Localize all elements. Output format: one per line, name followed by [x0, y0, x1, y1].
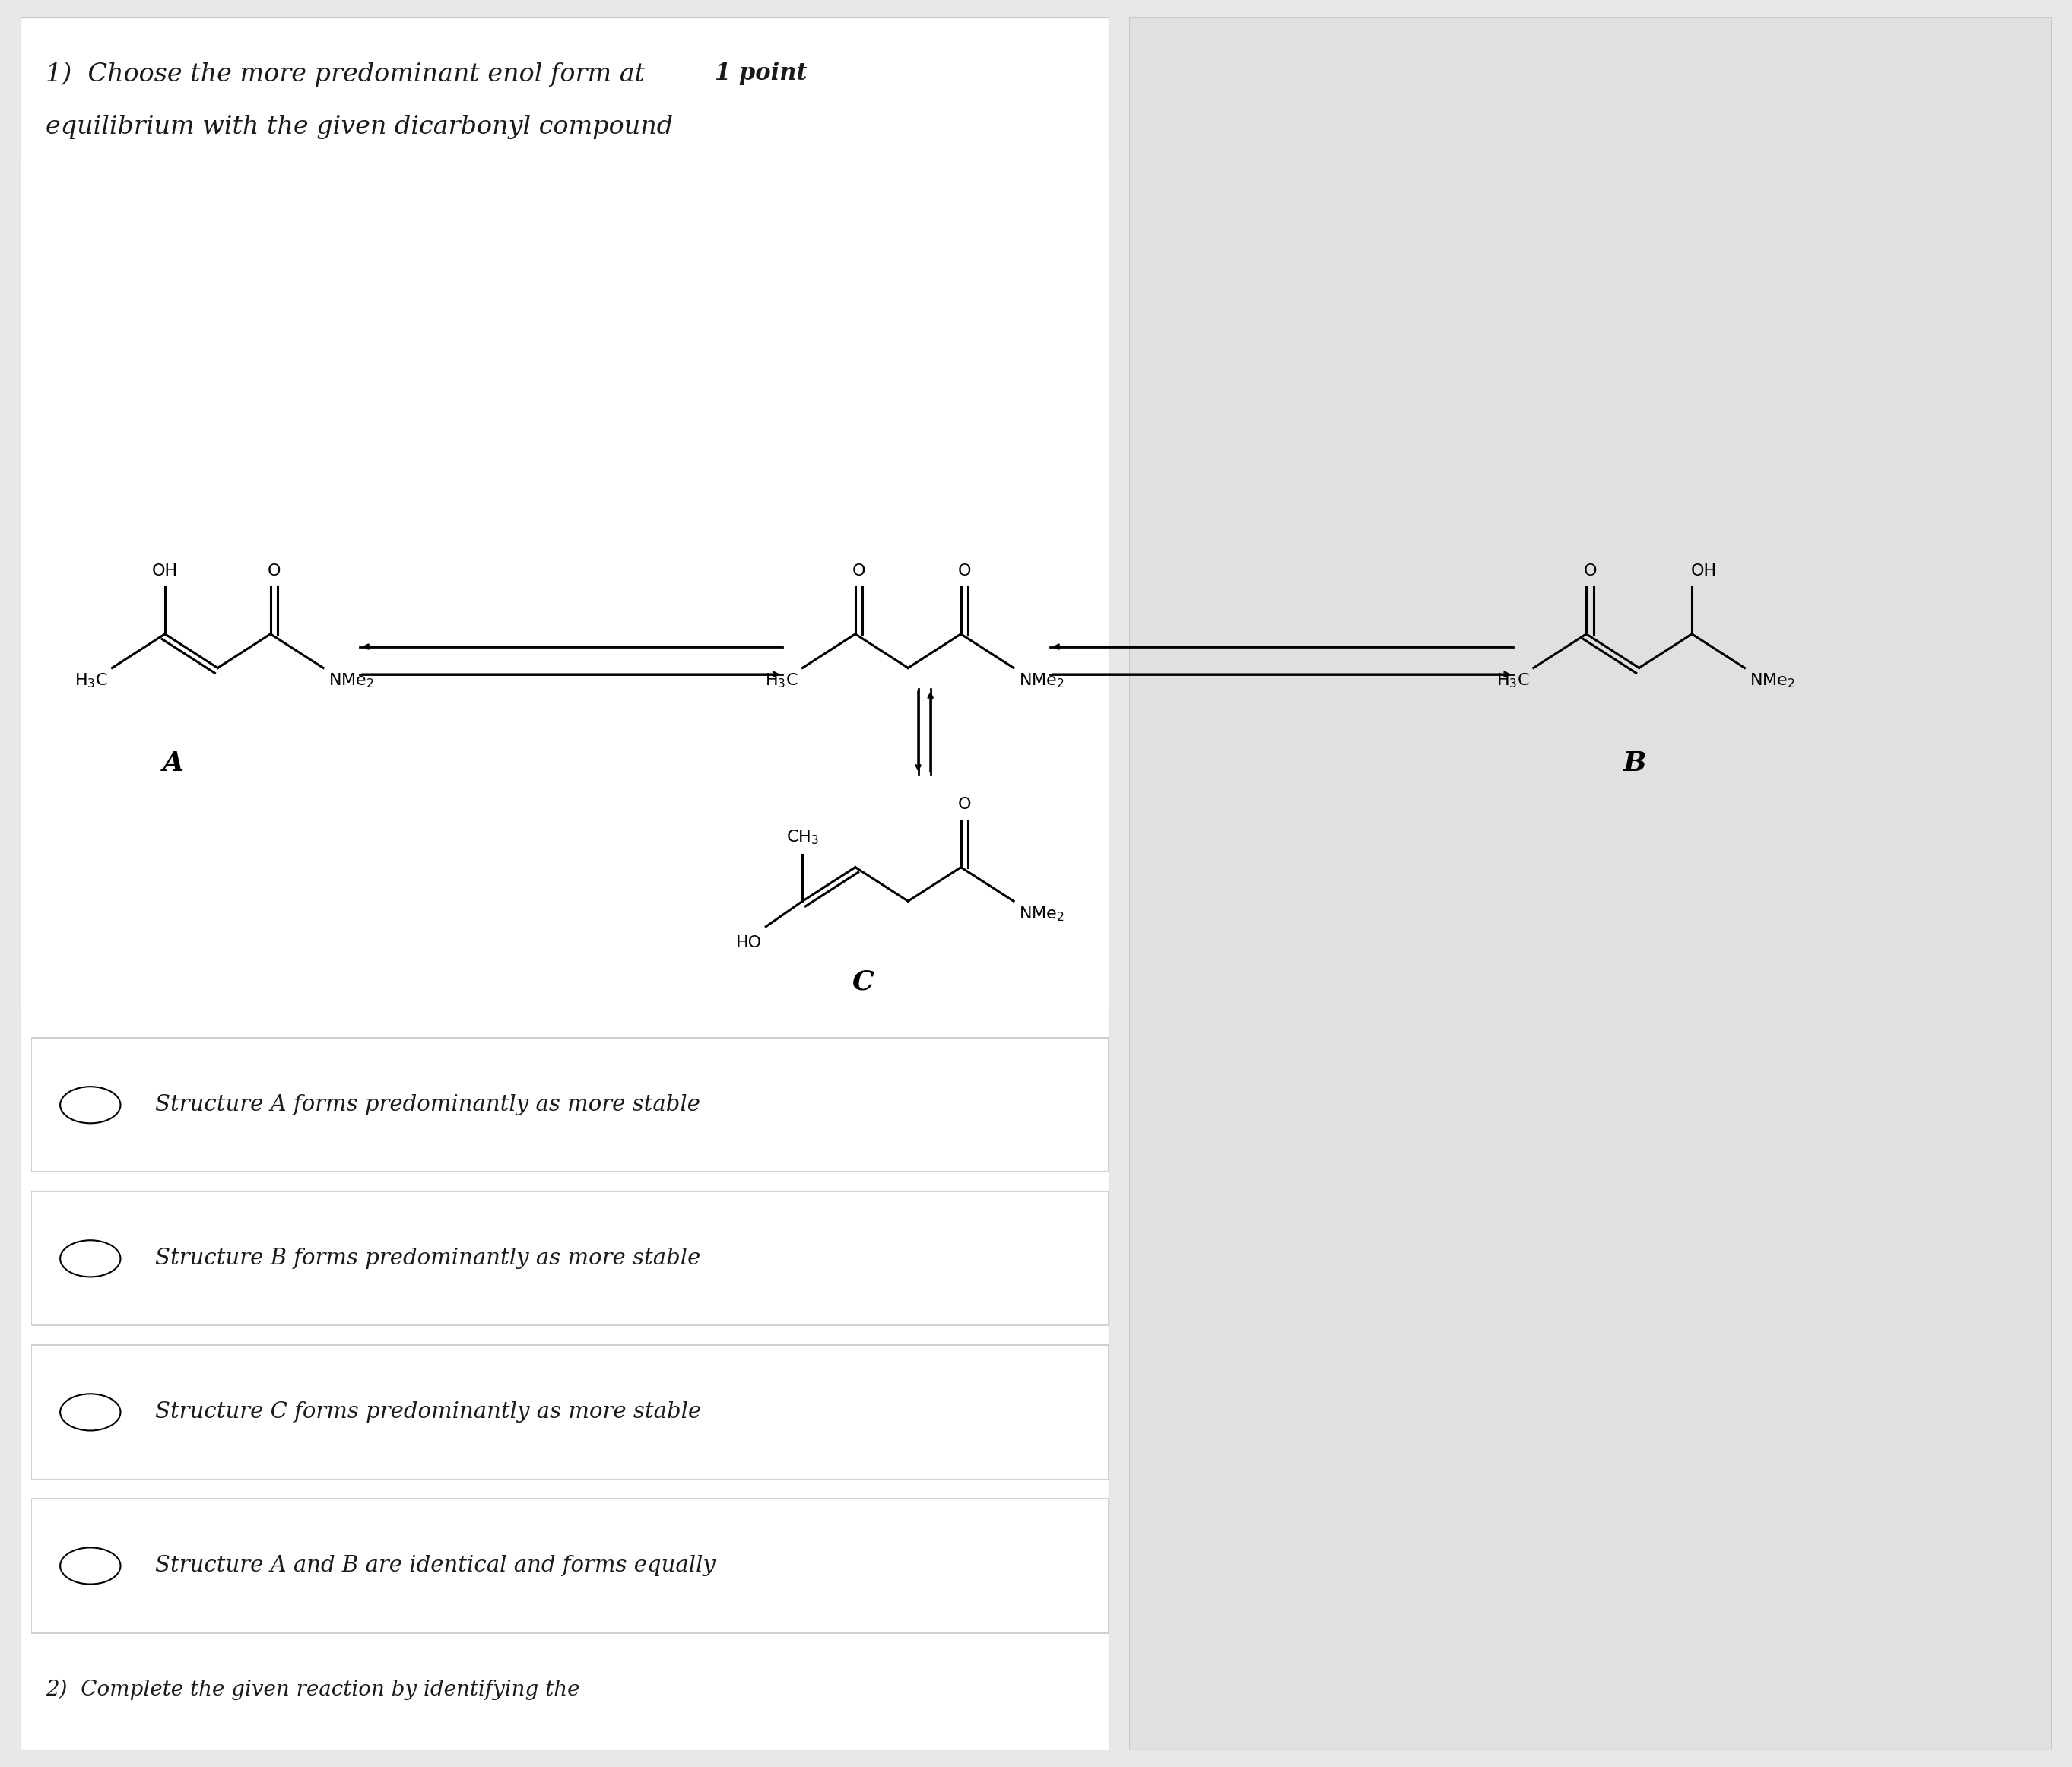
FancyBboxPatch shape	[31, 1191, 1109, 1325]
Text: O: O	[957, 564, 972, 580]
Text: OH: OH	[1691, 564, 1718, 580]
Bar	[1129, 18, 2051, 1749]
Text: B: B	[1624, 751, 1647, 776]
Circle shape	[60, 1394, 120, 1431]
Text: $\mathsf{H_3C}$: $\mathsf{H_3C}$	[1496, 671, 1529, 689]
Text: C: C	[852, 968, 874, 995]
Text: Structure C forms predominantly as more stable: Structure C forms predominantly as more …	[155, 1401, 700, 1422]
Text: OH: OH	[151, 564, 178, 580]
Text: $\mathsf{H_3C}$: $\mathsf{H_3C}$	[75, 671, 108, 689]
Text: O: O	[267, 564, 282, 580]
Text: $\mathsf{NMe_2}$: $\mathsf{NMe_2}$	[1019, 671, 1065, 689]
Circle shape	[60, 1240, 120, 1278]
Text: Structure A and B are identical and forms equally: Structure A and B are identical and form…	[155, 1555, 715, 1576]
Text: $\mathsf{H_3C}$: $\mathsf{H_3C}$	[765, 671, 798, 689]
Text: $\mathsf{NMe_2}$: $\mathsf{NMe_2}$	[1019, 905, 1065, 922]
Text: $\mathsf{CH_3}$: $\mathsf{CH_3}$	[785, 829, 818, 846]
FancyBboxPatch shape	[31, 1498, 1109, 1633]
Text: O: O	[852, 564, 866, 580]
Circle shape	[60, 1548, 120, 1585]
Bar	[21, 159, 1109, 1007]
Circle shape	[60, 1087, 120, 1124]
Text: equilibrium with the given dicarbonyl compound: equilibrium with the given dicarbonyl co…	[46, 115, 673, 140]
Text: Structure A forms predominantly as more stable: Structure A forms predominantly as more …	[155, 1094, 700, 1115]
FancyBboxPatch shape	[31, 1037, 1109, 1172]
Text: $\mathsf{NMe_2}$: $\mathsf{NMe_2}$	[1749, 671, 1794, 689]
Text: $\mathsf{NMe_2}$: $\mathsf{NMe_2}$	[327, 671, 373, 689]
Text: HO: HO	[736, 935, 762, 951]
Text: 1)  Choose the more predominant enol form at: 1) Choose the more predominant enol form…	[46, 62, 644, 87]
Text: Structure B forms predominantly as more stable: Structure B forms predominantly as more …	[155, 1248, 700, 1269]
Text: 2)  Complete the given reaction by identifying the: 2) Complete the given reaction by identi…	[46, 1679, 580, 1700]
Text: 1 point: 1 point	[715, 62, 808, 85]
Text: A: A	[162, 751, 184, 776]
Bar	[21, 18, 1109, 1749]
FancyBboxPatch shape	[31, 1345, 1109, 1479]
Text: O: O	[1583, 564, 1598, 580]
Text: O: O	[957, 797, 972, 813]
